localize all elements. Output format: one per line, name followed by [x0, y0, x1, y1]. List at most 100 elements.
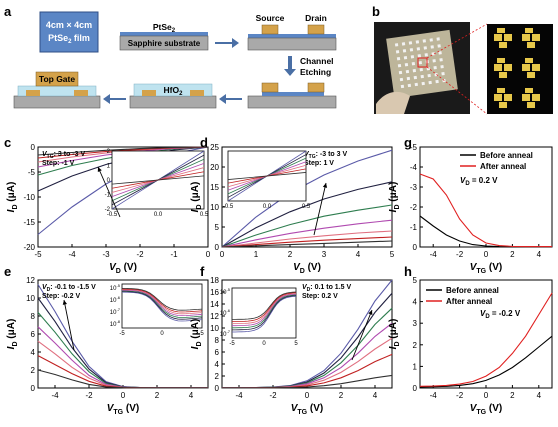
inset-series-3 — [232, 293, 297, 327]
zoom-pad — [532, 34, 540, 41]
inset-x-tick-label: -5 — [119, 331, 125, 337]
x-tick-label: 1 — [254, 250, 259, 259]
chip-device — [399, 77, 404, 82]
zoom-pad — [527, 102, 535, 108]
zoom-pad — [525, 28, 533, 33]
chip-device — [422, 39, 427, 43]
ptse2-film-square — [39, 11, 99, 53]
inset-y-tick-label: 2 — [107, 149, 111, 155]
chart-g: g -4 -2 0 2 4 0 -1 -2 -3 -4 -5 VTG (V) ID (μA) Before … — [388, 135, 553, 275]
chart-f: f -4 -2 0 2 4 0 2 4 6 8 10 12 14 16 18 VTG (V) ID (μA) VD:… — [190, 264, 393, 416]
x-tick-label: 0 — [484, 250, 489, 259]
y-tick-label: 6 — [215, 348, 220, 357]
annotation-line1: VTG: -3 to 3 V — [304, 151, 347, 160]
inset-series-3 — [121, 289, 203, 317]
annotation-line2: Step: 1 V — [304, 160, 334, 167]
substrate-label: Sapphire substrate — [128, 39, 201, 48]
panel-letter-b: b — [372, 4, 380, 19]
top-gate-electrode — [35, 71, 79, 87]
panel-letter-c: c — [4, 135, 11, 150]
arrow-left-icon — [219, 94, 242, 104]
chip-device — [397, 63, 402, 68]
series-line-4 — [37, 340, 208, 389]
inset-series-2 — [232, 294, 297, 329]
chart-e: e -4 -2 0 2 4 0 2 4 6 8 10 12 VTG (V) ID (μA) VD: -0.1 … — [4, 264, 209, 416]
chip-device — [421, 81, 425, 86]
y-tick-label: 8 — [215, 336, 220, 345]
y-tick-label: 0 — [215, 243, 220, 252]
y-tick-label: 0 — [31, 143, 36, 152]
x-axis-label: VTG (V) — [291, 403, 324, 416]
x-tick-label: 4 — [189, 391, 194, 400]
inset-y-tick-label: 10-8 — [110, 319, 121, 328]
x-tick-label: 4 — [373, 391, 378, 400]
x-axis-label: VTG (V) — [470, 262, 503, 275]
y-tick-label: -10 — [23, 193, 35, 202]
x-tick-label: 2 — [510, 391, 515, 400]
annotation-line2: Step: -1 V — [42, 160, 75, 167]
substrate-2 — [247, 37, 337, 51]
y-axis-label: ID (μA) — [6, 319, 19, 350]
x-tick-label: 2 — [510, 250, 515, 259]
x-tick-label: 4 — [356, 250, 361, 259]
y-tick-label: -4 — [410, 163, 418, 172]
y-axis-label: ID (μA) — [190, 182, 203, 213]
chip-device — [434, 72, 438, 77]
y-tick-label: 4 — [31, 348, 36, 357]
x-tick-label: -5 — [34, 250, 42, 259]
y-axis-label: ID (μA) — [388, 182, 401, 213]
drain-electrode-5 — [74, 90, 88, 96]
annotation: VD = -0.2 V — [480, 309, 521, 320]
zoom-pad — [527, 42, 535, 48]
chip-device — [424, 53, 428, 57]
zoom-pad — [497, 88, 505, 93]
chip-device — [436, 37, 440, 41]
drain-electrode-4 — [190, 90, 204, 96]
chip-device — [416, 47, 421, 51]
y-tick-label: 2 — [215, 372, 220, 381]
inset-y-tick-label: 10-6 — [220, 308, 231, 317]
chip-device — [404, 62, 409, 67]
series-line-1 — [419, 173, 552, 248]
x-axis-label: VD (V) — [109, 262, 137, 275]
series-line-0 — [221, 149, 393, 248]
inset-series-0 — [232, 295, 297, 333]
y-tick-label: 5 — [215, 223, 220, 232]
inset-x-tick-label: 0.5 — [302, 204, 311, 210]
inset-x-tick-label: 0 — [262, 341, 266, 347]
ptse2-label: PtSe2 — [153, 22, 176, 34]
etch-label-line1: Channel — [300, 56, 334, 66]
zoom-line-bottom — [426, 66, 488, 115]
chip-device — [408, 41, 413, 45]
y-tick-label: 10 — [210, 324, 219, 333]
etched-channel — [262, 92, 324, 96]
trend-arrow-line — [97, 166, 121, 218]
y-tick-label: -3 — [410, 183, 418, 192]
panel-b: b — [372, 4, 553, 115]
chip-device — [411, 62, 416, 66]
x-tick-label: -4 — [68, 250, 76, 259]
x-tick-label: 2 — [155, 391, 160, 400]
x-tick-label: 4 — [537, 250, 542, 259]
zoom-pad — [497, 58, 505, 63]
chip-device — [433, 66, 437, 70]
chip-device — [402, 49, 407, 53]
trend-arrow-head-icon — [97, 167, 102, 172]
panel-letter-g: g — [404, 135, 412, 150]
series-line-2 — [221, 204, 393, 248]
zoom-region-box — [417, 57, 428, 68]
y-tick-label: 10 — [26, 294, 35, 303]
y-axis-label: ID (μA) — [6, 182, 19, 213]
inset-series-2 — [121, 290, 203, 318]
trend-arrow-line — [63, 299, 75, 351]
x-tick-label: -2 — [456, 391, 464, 400]
y-tick-label: -5 — [410, 143, 418, 152]
chip-device — [419, 67, 423, 72]
chip-device — [439, 58, 443, 62]
ptse2-layer — [120, 32, 208, 36]
zoom-pad — [532, 64, 540, 71]
zoom-line-top — [426, 23, 488, 59]
inset-series-5 — [121, 288, 203, 313]
